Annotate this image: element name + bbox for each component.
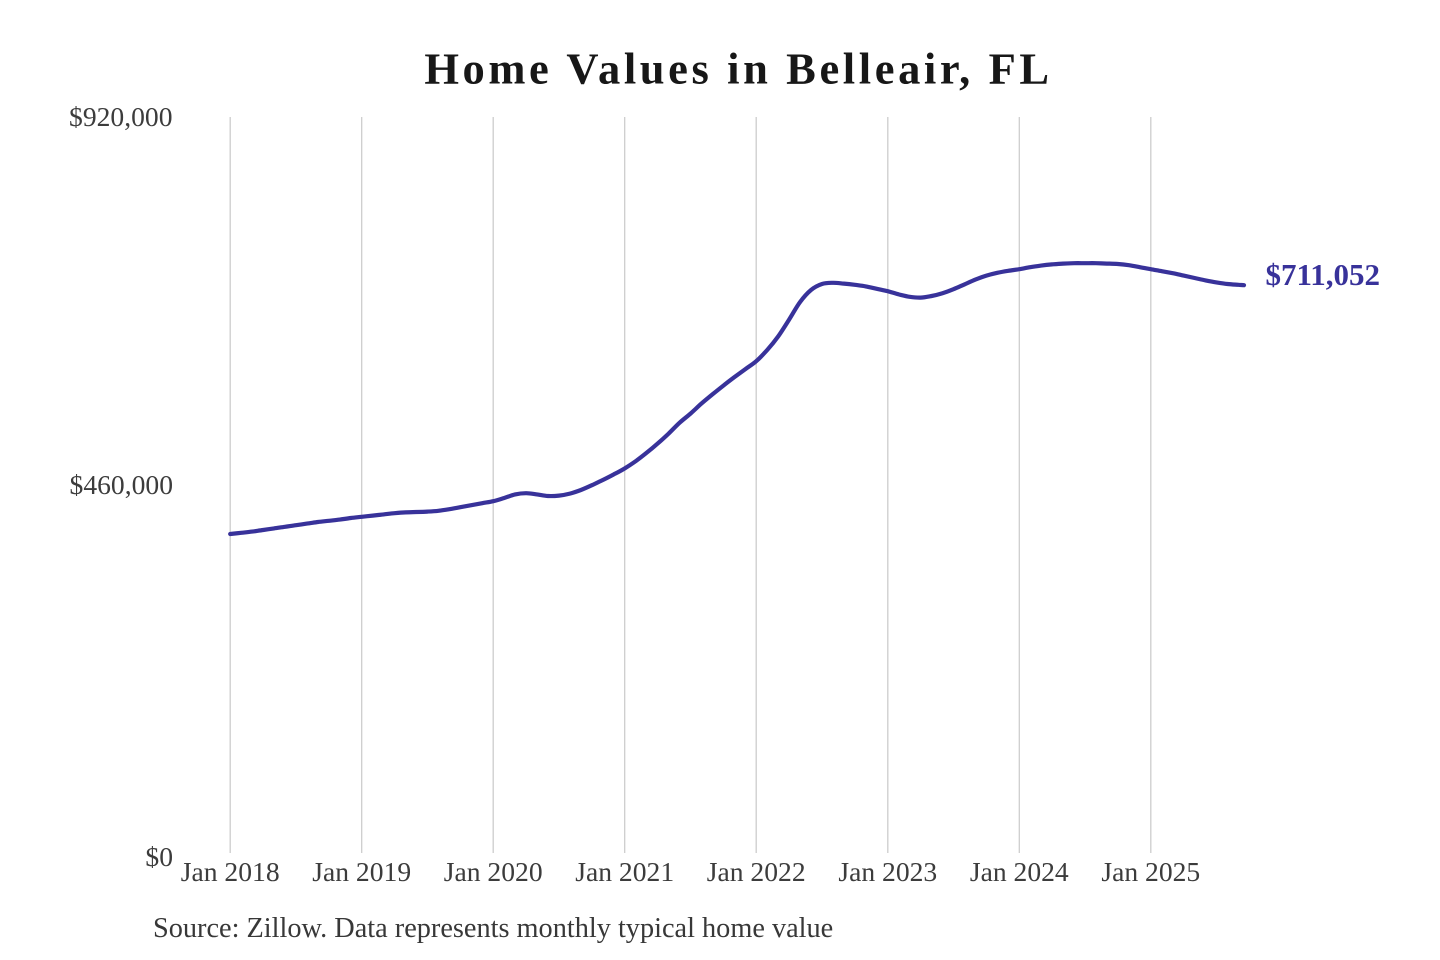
- svg-text:Jan 2023: Jan 2023: [838, 856, 937, 887]
- svg-text:$920,000: $920,000: [69, 101, 172, 132]
- svg-text:Jan 2021: Jan 2021: [575, 856, 674, 887]
- svg-text:$711,052: $711,052: [1266, 257, 1381, 292]
- svg-text:Home Values in Belleair, FL: Home Values in Belleair, FL: [424, 44, 1052, 94]
- svg-text:Jan 2018: Jan 2018: [181, 856, 280, 887]
- svg-text:Jan 2022: Jan 2022: [707, 856, 806, 887]
- svg-text:Jan 2020: Jan 2020: [444, 856, 543, 887]
- svg-text:$460,000: $460,000: [70, 469, 173, 500]
- svg-text:Jan 2019: Jan 2019: [312, 856, 411, 887]
- svg-text:Jan 2025: Jan 2025: [1101, 856, 1200, 887]
- svg-text:Jan 2024: Jan 2024: [970, 856, 1069, 887]
- svg-text:Source: Zillow. Data represent: Source: Zillow. Data represents monthly …: [153, 913, 833, 944]
- svg-text:$0: $0: [145, 841, 173, 872]
